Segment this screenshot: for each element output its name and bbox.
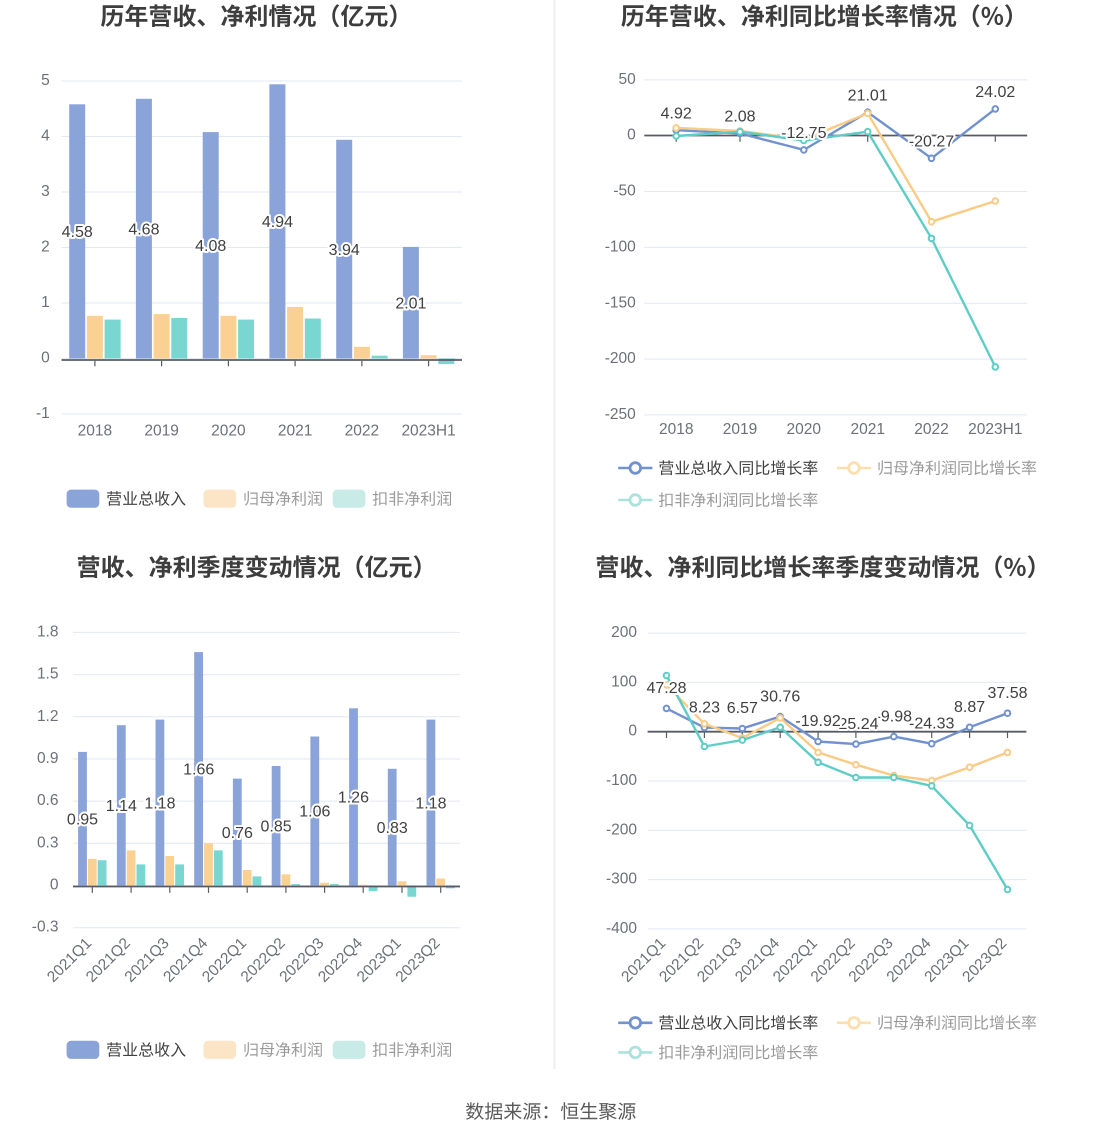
svg-text:4.94: 4.94 (262, 214, 293, 231)
svg-text:0.83: 0.83 (377, 820, 408, 837)
svg-text:1: 1 (41, 294, 50, 311)
svg-text:2.08: 2.08 (724, 109, 755, 126)
svg-text:3: 3 (41, 183, 50, 200)
svg-text:2021: 2021 (850, 421, 884, 438)
svg-text:4.58: 4.58 (62, 224, 93, 241)
svg-text:1.66: 1.66 (183, 762, 214, 779)
svg-text:3.94: 3.94 (329, 242, 360, 259)
svg-text:2019: 2019 (144, 423, 178, 440)
svg-text:1.8: 1.8 (37, 624, 59, 641)
svg-text:-0.3: -0.3 (32, 919, 59, 936)
svg-text:-200: -200 (606, 821, 637, 838)
svg-text:8.87: 8.87 (954, 699, 985, 716)
svg-text:8.23: 8.23 (689, 699, 720, 716)
svg-text:0.6: 0.6 (37, 792, 59, 809)
svg-text:-24.33: -24.33 (909, 715, 954, 732)
svg-text:2022: 2022 (345, 423, 379, 440)
svg-text:24.02: 24.02 (975, 84, 1015, 101)
svg-text:-50: -50 (613, 183, 636, 200)
svg-text:-300: -300 (606, 871, 637, 888)
svg-text:1.18: 1.18 (415, 795, 446, 812)
svg-text:5: 5 (41, 72, 50, 89)
svg-text:0: 0 (627, 127, 636, 144)
svg-text:21.01: 21.01 (848, 88, 888, 105)
svg-text:-100: -100 (606, 772, 637, 789)
svg-text:-150: -150 (605, 294, 636, 311)
svg-text:0: 0 (50, 877, 59, 894)
svg-text:37.58: 37.58 (987, 685, 1027, 702)
svg-text:1.18: 1.18 (144, 795, 175, 812)
svg-text:1.2: 1.2 (37, 708, 59, 725)
svg-text:-200: -200 (605, 350, 636, 367)
svg-text:2020: 2020 (787, 421, 822, 438)
svg-text:0.76: 0.76 (222, 825, 253, 842)
svg-text:4.92: 4.92 (661, 105, 692, 122)
svg-text:0.3: 0.3 (37, 834, 59, 851)
svg-text:1.26: 1.26 (338, 790, 369, 807)
svg-text:0.95: 0.95 (67, 811, 98, 828)
svg-text:2021: 2021 (278, 423, 312, 440)
svg-text:-19.92: -19.92 (795, 713, 840, 730)
svg-text:0: 0 (41, 350, 50, 367)
svg-text:1.5: 1.5 (37, 666, 59, 683)
svg-text:47.28: 47.28 (646, 680, 686, 697)
svg-text:-20.27: -20.27 (909, 134, 954, 151)
svg-text:100: 100 (611, 673, 637, 690)
svg-text:4: 4 (41, 128, 50, 145)
svg-text:0: 0 (628, 723, 637, 740)
svg-text:2: 2 (41, 239, 50, 256)
svg-text:2.01: 2.01 (395, 296, 426, 313)
svg-text:-100: -100 (605, 238, 636, 255)
svg-text:-9.98: -9.98 (876, 708, 913, 725)
svg-text:-12.75: -12.75 (781, 125, 826, 142)
svg-text:-400: -400 (606, 920, 637, 937)
svg-text:0.85: 0.85 (261, 819, 292, 836)
svg-text:2022: 2022 (914, 421, 948, 438)
svg-text:200: 200 (611, 624, 637, 641)
svg-text:2018: 2018 (78, 423, 112, 440)
svg-text:2019: 2019 (723, 421, 757, 438)
svg-text:2023H1: 2023H1 (401, 423, 455, 440)
svg-text:30.76: 30.76 (760, 688, 800, 705)
svg-text:50: 50 (619, 71, 637, 88)
svg-text:2018: 2018 (659, 421, 693, 438)
svg-text:1.06: 1.06 (299, 804, 330, 821)
svg-text:0.9: 0.9 (37, 750, 59, 767)
svg-text:-25.24: -25.24 (833, 716, 878, 733)
svg-text:4.08: 4.08 (195, 238, 226, 255)
svg-text:1.14: 1.14 (106, 798, 137, 815)
svg-text:-250: -250 (605, 406, 636, 423)
svg-text:-1: -1 (36, 405, 50, 422)
svg-text:4.68: 4.68 (128, 221, 159, 238)
svg-text:2023H1: 2023H1 (968, 421, 1022, 438)
svg-text:6.57: 6.57 (727, 700, 758, 717)
svg-text:2020: 2020 (211, 423, 246, 440)
